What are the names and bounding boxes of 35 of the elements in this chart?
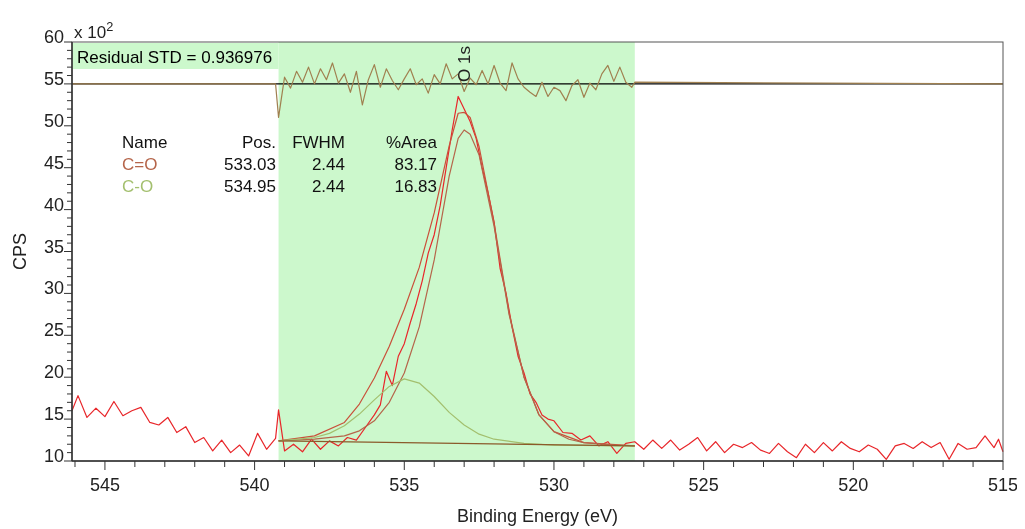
annotation: Name (122, 133, 168, 152)
annotation: 534.95 (224, 177, 276, 196)
annotation: Residual STD = 0.936976 (77, 48, 273, 67)
y-tick-label: 55 (43, 68, 64, 89)
y-tick-label: 15 (43, 404, 64, 425)
y-tick-label: 30 (43, 278, 64, 299)
x-tick-label: 545 (89, 475, 120, 495)
y-tick-label: 20 (43, 362, 64, 383)
x-tick-label: 530 (538, 475, 569, 495)
annotation: %Area (385, 133, 438, 152)
annotation: FWHM (292, 133, 345, 152)
y-tick-label: 40 (43, 194, 64, 215)
annotation: 83.17 (394, 155, 437, 174)
x-tick-label: 535 (389, 475, 420, 495)
y-tick-label: 45 (43, 152, 64, 173)
y-axis-title: CPS (10, 232, 30, 271)
x-axis-title: Binding Energy (eV) (456, 506, 619, 526)
text: C=O (122, 155, 158, 174)
annotation: Pos. (241, 133, 276, 152)
annotation: 533.03 (224, 155, 276, 174)
text: C-O (122, 177, 154, 196)
y-tick-label: 50 (43, 110, 64, 131)
annotation: 16.83 (394, 177, 437, 196)
y-tick-label: 25 (43, 320, 64, 341)
x-tick-label: 515 (987, 475, 1019, 495)
y-tick-label: 10 (43, 446, 64, 466)
x-tick-label: 520 (838, 475, 869, 495)
annotation: O 1s (455, 45, 475, 82)
x-tick-label: 525 (688, 475, 719, 495)
annotation: 2.44 (311, 177, 345, 196)
annotation: x 10$^{2}$ (74, 18, 114, 42)
y-tick-label: 60 (43, 27, 64, 47)
y-tick-label: 35 (43, 236, 64, 257)
x-tick-label: 540 (239, 475, 270, 495)
annotation: 2.44 (311, 155, 345, 174)
